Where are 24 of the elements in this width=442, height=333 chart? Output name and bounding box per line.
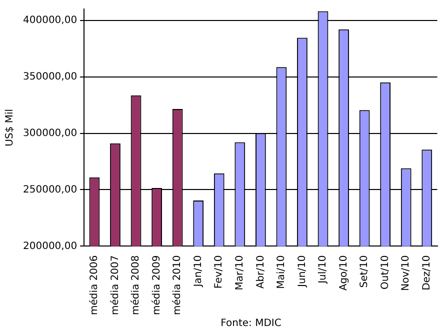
x-tick-label: Mar/10 (234, 255, 246, 290)
x-tick-label: média 2008 (130, 255, 142, 316)
x-tick-label: média 2010 (172, 255, 184, 316)
x-tick-label: Jan/10 (192, 255, 204, 288)
y-tick-label: 400000,00 (23, 14, 78, 26)
y-tick-label: 300000,00 (23, 128, 78, 139)
x-tick-label: Out/10 (380, 255, 391, 290)
x-tick-label: Jul/10 (318, 255, 329, 284)
x-tick-label: Set/10 (359, 255, 370, 288)
y-axis-title: US$ Mil (4, 108, 16, 146)
x-tick-label: Fev/10 (214, 255, 225, 289)
source-note: Fonte: MDIC (220, 318, 282, 329)
x-tick-label: Mai/10 (276, 255, 288, 289)
y-tick-label: 350000,00 (23, 71, 78, 82)
y-tick-label: 250000,00 (23, 184, 78, 196)
x-tick-label: média 2007 (110, 255, 121, 316)
x-tick-label: Jun/10 (296, 255, 308, 288)
x-tick-label: média 2009 (151, 255, 162, 316)
y-tick-label: 200000,00 (23, 240, 78, 252)
x-tick-label: Abr/10 (255, 255, 266, 289)
x-tick-label: Nov/10 (400, 255, 412, 291)
x-tick-label: Ago/10 (338, 255, 350, 291)
x-tick-label: média 2006 (89, 255, 100, 316)
x-tick-label: Dez/10 (421, 255, 432, 290)
